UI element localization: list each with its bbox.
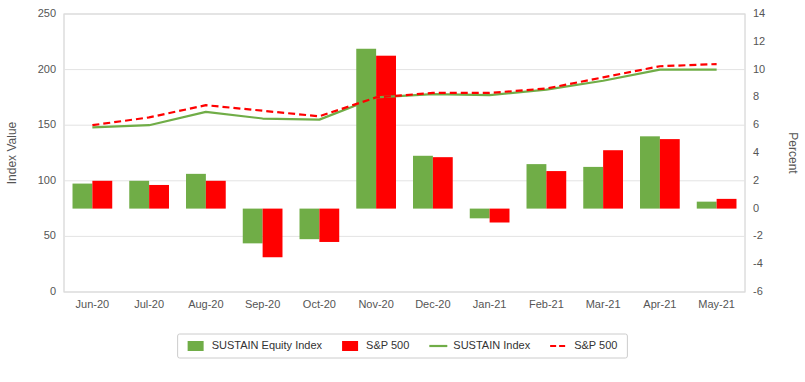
y2-axis-label: Percent [786, 132, 800, 174]
bar [92, 181, 112, 209]
bar [186, 174, 206, 209]
y-tick-label: 0 [50, 285, 56, 297]
grid-line [64, 236, 745, 237]
y-tick-label: 100 [38, 174, 56, 186]
marks [73, 49, 737, 258]
bar [527, 164, 547, 208]
y-tick-label: 250 [38, 7, 56, 19]
legend-label: SUSTAIN Equity Index [212, 339, 323, 351]
y2-tick-label: 2 [753, 174, 759, 186]
x-tick-label: Apr-21 [643, 298, 676, 310]
x-tick-label: Aug-20 [188, 298, 223, 310]
grid-line [64, 69, 745, 70]
bar [490, 209, 510, 223]
bar [583, 167, 603, 209]
y2-tick-label: 6 [753, 118, 759, 130]
legend-frame [178, 334, 628, 358]
grid-line [64, 14, 745, 15]
x-tick-label: Jun-20 [76, 298, 110, 310]
x-tick-label: Nov-20 [358, 298, 393, 310]
line [92, 70, 716, 128]
x-tick-label: Jan-21 [473, 298, 507, 310]
bar [603, 150, 623, 208]
legend-item: S&P 500 [550, 339, 617, 351]
bar [546, 171, 566, 209]
grid-line [64, 125, 745, 126]
bar [717, 199, 737, 209]
legend-item: SUSTAIN Index [429, 339, 530, 351]
y-tick-label: 50 [44, 229, 56, 241]
x-tick-label: May-21 [698, 298, 735, 310]
y2-tick-label: 8 [753, 90, 759, 102]
legend-swatch [550, 345, 568, 347]
grid-line [64, 292, 745, 293]
bar [356, 49, 376, 209]
legend-swatch [429, 345, 447, 347]
x-tick-label: Feb-21 [529, 298, 564, 310]
plot-area [64, 14, 745, 292]
bar [413, 156, 433, 209]
bar [640, 136, 660, 208]
bar [149, 185, 169, 209]
y2-tick-label: 10 [753, 63, 765, 75]
y2-tick-label: 12 [753, 35, 765, 47]
chart: 0 50 100 150 200 250 -6 -4 -2 0 2 4 6 8 10 12 14 Jun-20 Ju… [0, 0, 805, 382]
bar [376, 56, 396, 209]
legend-label: S&P 500 [366, 339, 409, 351]
legend-label: SUSTAIN Index [453, 339, 530, 351]
bar [73, 184, 93, 209]
x-tick-label: Jul-20 [134, 298, 164, 310]
bar [470, 209, 490, 219]
bar [243, 209, 263, 244]
line [92, 64, 716, 125]
legend-item: SUSTAIN Equity Index [188, 339, 323, 351]
bar [697, 202, 717, 209]
bar [129, 181, 149, 209]
grid [64, 14, 745, 292]
bar [319, 209, 339, 242]
bar [660, 139, 680, 209]
y2-tick-label: -2 [753, 229, 763, 241]
legend-item: S&P 500 [342, 339, 409, 351]
y-tick-label: 150 [38, 118, 56, 130]
bar [263, 209, 283, 258]
y2-tick-label: -6 [753, 285, 763, 297]
legend-swatch [342, 341, 358, 351]
y2-tick-label: 0 [753, 202, 759, 214]
legend-label: S&P 500 [574, 339, 617, 351]
bar [300, 209, 320, 240]
y-tick-label: 200 [38, 63, 56, 75]
x-tick-label: Dec-20 [415, 298, 450, 310]
y-axis-label: Index Value [5, 121, 19, 184]
legend: SUSTAIN Equity Index S&P 500 SUSTAIN Index… [178, 334, 628, 358]
y2-tick-label: -4 [753, 257, 763, 269]
x-tick-label: Oct-20 [303, 298, 336, 310]
bar [206, 181, 226, 209]
bar [433, 157, 453, 208]
y2-tick-label: 14 [753, 7, 765, 19]
page: {"chart_data": { "type": "bar", "ylabel"… [0, 0, 805, 382]
x-tick-label: Mar-21 [586, 298, 621, 310]
y2-tick-label: 4 [753, 146, 759, 158]
x-tick-label: Sep-20 [245, 298, 280, 310]
legend-swatch [188, 341, 204, 351]
